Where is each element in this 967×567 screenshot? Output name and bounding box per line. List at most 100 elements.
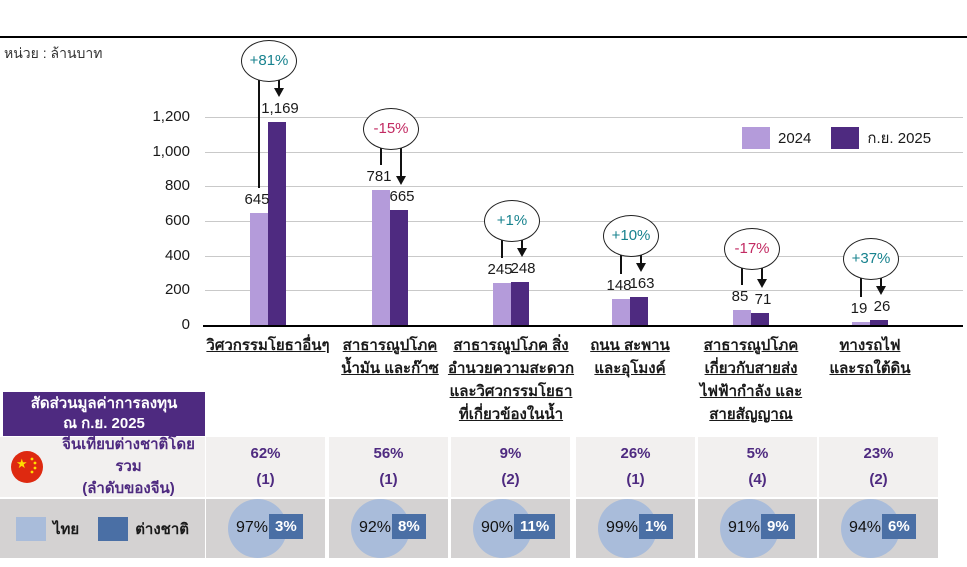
chart-legend: 2024 ก.ย. 2025: [742, 126, 931, 150]
x-axis-label-line: ทางรถไฟ: [839, 337, 901, 354]
x-axis-category-label: ถนน สะพาน และอุโมงค์: [555, 334, 705, 380]
bubble-arrow-line: [761, 267, 763, 281]
bar-2025: [511, 282, 529, 325]
bar-2024: [372, 189, 390, 325]
share-legend: ไทย ต่างชาติ: [0, 516, 205, 541]
bar-2025: [751, 312, 769, 325]
value-label-2024: 148: [606, 277, 632, 295]
y-tick-label: 1,000: [152, 142, 190, 160]
down-arrow-icon: [875, 286, 886, 296]
thai-share-value: 94%: [848, 519, 881, 536]
y-tick-label: 0: [181, 316, 190, 333]
thai-foreign-cell: 92% 8%: [329, 499, 448, 558]
foreign-share-value: 8%: [392, 514, 426, 539]
china-rank-value: (2): [501, 471, 520, 488]
thai-share-value: 90%: [480, 519, 513, 536]
pct-change-bubble: -15%: [363, 107, 419, 150]
legend-label-2025: ก.ย. 2025: [867, 130, 932, 147]
foreign-share-value: 11%: [514, 514, 556, 539]
bubble-connector-line: [620, 253, 622, 275]
china-rank-value: (1): [379, 471, 398, 488]
down-arrow-icon: [635, 262, 646, 272]
x-axis-category-label: สาธารณูปโภค เกี่ยวกับสายส่ง ไฟฟ้ากำลัง และ…: [676, 334, 826, 426]
bubble-arrow-line: [880, 277, 882, 289]
china-share-value: 23%: [863, 445, 894, 462]
x-axis-label-line: และรถใต้ดิน: [829, 360, 911, 377]
x-axis-category-label: สาธารณูปโภค สิ่งอำนวยความสะดวกและวิศวกรร…: [436, 334, 586, 426]
china-share-value: 62%: [250, 445, 281, 462]
thai-foreign-cell: 97% 3%: [206, 499, 325, 558]
y-tick-label: 400: [164, 246, 190, 264]
gridline: [205, 151, 963, 153]
value-label-2025: 248: [510, 260, 536, 277]
value-label-2025: 71: [754, 290, 772, 308]
china-rank-value: (4): [748, 471, 767, 488]
foreign-share-value: 1%: [639, 514, 673, 539]
china-share-cell: 9% (2): [451, 437, 570, 497]
x-axis-label-line: อำนวยความสะดวก: [447, 360, 575, 377]
thai-foreign-cell: 94% 6%: [819, 499, 938, 558]
thai-foreign-cell: 99% 1%: [576, 499, 695, 558]
x-axis-label-line: ถนน สะพาน: [590, 337, 670, 354]
china-share-cell: 23% (2): [819, 437, 938, 497]
value-label-2024: 781: [366, 167, 392, 185]
china-flag-icon: [10, 450, 44, 484]
pct-change-bubble: +10%: [603, 214, 659, 257]
bar-2025: [390, 209, 408, 325]
gridline: [205, 255, 963, 257]
x-axis-label-line: และวิศวกรรมโยธา: [449, 383, 573, 400]
china-row-label-line2: (ลำดับของจีน): [82, 480, 175, 497]
thai-share-value: 97%: [235, 519, 268, 536]
gridline: [205, 117, 963, 118]
x-axis-category-label: วิศวกรรมโยธาอื่นๆ: [193, 334, 343, 357]
down-arrow-icon: [756, 278, 767, 288]
x-axis-label-line: สาธารณูปโภค: [342, 337, 438, 354]
down-arrow-icon: [516, 248, 527, 257]
legend-swatch-2024: [742, 127, 770, 149]
gridline: [205, 290, 963, 292]
china-share-cell: 62% (1): [206, 437, 325, 497]
bar-2024: [250, 213, 268, 325]
china-share-cell: 26% (1): [576, 437, 695, 497]
thai-legend-label: ไทย: [52, 520, 80, 538]
y-tick-label: 1,200: [152, 108, 190, 125]
foreign-share-value: 3%: [269, 514, 303, 539]
china-share-cell: 5% (4): [698, 437, 817, 497]
bubble-arrow-line: [400, 146, 402, 178]
value-label-2024: 85: [731, 288, 749, 306]
pct-change-bubble: +81%: [241, 40, 297, 83]
china-row-label-line1: จีนเทียบต่างชาติโดยรวม: [62, 436, 195, 475]
legend-label-2024: 2024: [778, 129, 812, 147]
bubble-connector-line: [501, 239, 503, 258]
x-axis-label-line: สายสัญญาณ: [709, 406, 793, 423]
thai-share-value: 91%: [727, 519, 760, 536]
y-tick-label: 200: [164, 281, 190, 299]
bar-2025: [630, 296, 648, 325]
x-axis-category-label: ทางรถไฟและรถใต้ดิน: [795, 334, 945, 380]
legend-swatch-2025: [831, 127, 860, 149]
bar-2025: [268, 122, 286, 325]
legend-item-2025: ก.ย. 2025: [831, 126, 931, 150]
foreign-legend-label: ต่างชาติ: [135, 520, 190, 538]
bar-2024: [493, 282, 511, 325]
legend-item-2024: 2024: [742, 127, 811, 149]
x-axis-line: [203, 325, 963, 327]
china-row-label: จีนเทียบต่างชาติโดยรวม (ลำดับของจีน): [0, 434, 205, 500]
unit-label: หน่วย : ล้านบาท: [4, 45, 103, 61]
table-header-box: สัดส่วนมูลค่าการลงทุน ณ ก.ย. 2025: [3, 392, 205, 436]
foreign-share-value: 6%: [882, 514, 916, 539]
china-share-value: 56%: [373, 445, 404, 462]
down-arrow-icon: [395, 175, 406, 185]
top-rule: [0, 36, 967, 38]
bar-2024: [612, 299, 630, 325]
y-tick-label: 800: [164, 177, 190, 195]
x-axis-label-line: วิศวกรรมโยธาอื่นๆ: [206, 337, 330, 354]
china-row-header: จีนเทียบต่างชาติโดยรวม (ลำดับของจีน): [0, 434, 205, 500]
value-label-2024: 19: [850, 299, 868, 317]
pct-change-bubble: +1%: [484, 200, 540, 242]
value-label-2024: 645: [244, 191, 270, 209]
x-axis-label-line: สาธารณูปโภค สิ่ง: [453, 337, 569, 354]
bubble-connector-line: [380, 146, 382, 165]
